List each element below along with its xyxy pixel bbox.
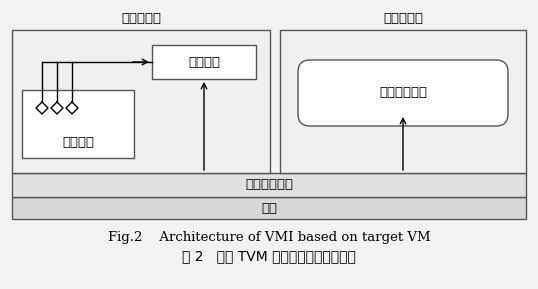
Bar (12, 173, 526, 197)
Bar (280, 30, 526, 173)
Bar (152, 45, 256, 79)
Text: Fig.2    Architecture of VMI based on target VM: Fig.2 Architecture of VMI based on targe… (108, 231, 430, 244)
Text: 目标虚拟机: 目标虚拟机 (121, 12, 161, 25)
Text: 硬件: 硬件 (261, 201, 277, 214)
Bar (12, 197, 526, 219)
Text: 安全虚拟机: 安全虚拟机 (383, 12, 423, 25)
Bar (22, 90, 134, 158)
FancyBboxPatch shape (298, 60, 508, 126)
Text: 虚拟机管理器: 虚拟机管理器 (245, 179, 293, 192)
Text: 信息传递: 信息传递 (188, 55, 220, 68)
Text: 安全监控模块: 安全监控模块 (379, 86, 427, 99)
Text: 信息捕获: 信息捕获 (62, 136, 94, 149)
Text: 图 2   基于 TVM 的虚拟机自省法架构图: 图 2 基于 TVM 的虚拟机自省法架构图 (182, 249, 356, 263)
Bar (12, 30, 270, 173)
